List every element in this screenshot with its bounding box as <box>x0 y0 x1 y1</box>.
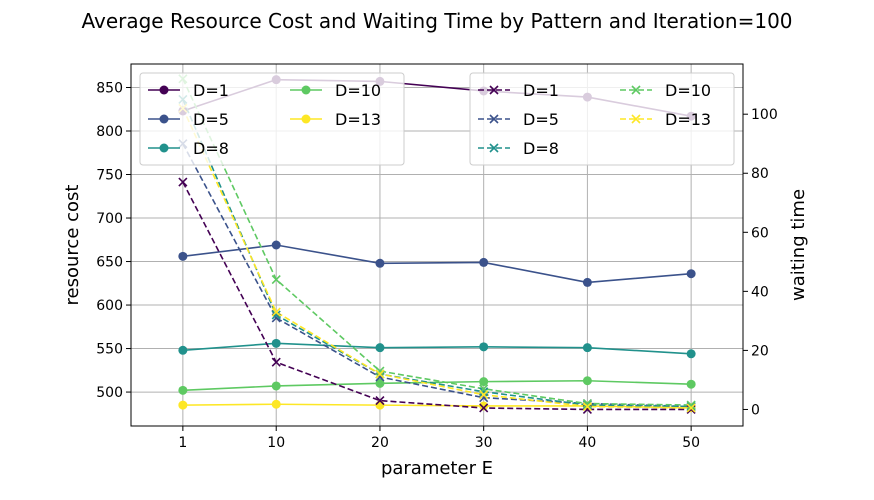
left-tick-label: 500 <box>96 385 123 401</box>
waiting-point-D=13 <box>271 307 281 317</box>
resource-point-D=5 <box>686 269 696 279</box>
waiting-point-D=13 <box>686 403 696 413</box>
waiting-point-D=10 <box>686 400 696 410</box>
waiting-point-D=8 <box>582 400 592 410</box>
resource-point-D=13 <box>271 399 281 409</box>
legend-label: D=10 <box>335 81 381 100</box>
left-axis-ticks: 500 550 600 650 700 750 800 850 <box>96 80 131 401</box>
left-tick-label: 700 <box>96 211 123 227</box>
legend-box <box>139 72 405 166</box>
legend-label: D=5 <box>193 110 229 129</box>
legend-swatch-marker <box>159 114 169 124</box>
resource-point-D=13 <box>479 401 489 411</box>
legend-swatch-marker <box>489 85 499 95</box>
waiting-point-D=10 <box>582 398 592 409</box>
resource-point-D=13 <box>375 400 385 410</box>
legend-swatch-marker <box>489 143 499 153</box>
waiting-point-D=8 <box>271 310 281 320</box>
legend-waiting-time: D=1 D=5 D=8 D=10 D=13 <box>469 72 735 166</box>
waiting-point-D=8 <box>479 387 489 397</box>
right-tick-label: 100 <box>751 107 778 123</box>
x-tick-label: 40 <box>578 435 596 451</box>
resource-point-D=5 <box>479 257 489 267</box>
legend-swatch-marker <box>631 85 641 95</box>
legend-swatch-marker <box>489 114 499 124</box>
x-tick-label: 1 <box>178 435 187 451</box>
legend-resource-cost: D=1 D=5 D=8 D=10 D=13 <box>139 72 405 166</box>
resource-point-D=10 <box>271 381 281 391</box>
waiting-point-D=8 <box>686 401 696 412</box>
left-axis-label: resource cost <box>62 185 83 306</box>
right-axis-label: waiting time <box>788 189 809 301</box>
left-tick-label: 550 <box>96 342 123 358</box>
legend-label: D=5 <box>523 110 559 129</box>
resource-point-D=8 <box>582 343 592 353</box>
x-tick-label: 30 <box>475 435 493 451</box>
right-tick-label: 40 <box>751 284 769 300</box>
resource-point-D=5 <box>582 277 592 287</box>
left-tick-label: 750 <box>96 168 123 184</box>
legend-label: D=8 <box>523 139 559 158</box>
resource-point-D=8 <box>178 345 188 355</box>
resource-point-D=13 <box>178 400 188 410</box>
legend-box <box>469 72 735 166</box>
waiting-line-D=13 <box>182 107 692 409</box>
chart-title: Average Resource Cost and Waiting Time b… <box>81 9 792 33</box>
right-tick-label: 80 <box>751 166 769 182</box>
waiting-point-D=13 <box>582 401 592 412</box>
resource-point-D=5 <box>271 240 281 250</box>
legend-label: D=8 <box>193 139 229 158</box>
x-tick-label: 50 <box>682 435 700 451</box>
waiting-point-D=1 <box>479 403 489 413</box>
resource-point-D=10 <box>375 378 385 388</box>
resource-line-D=10 <box>182 379 692 392</box>
legend-label: D=13 <box>335 110 381 129</box>
plot-frame <box>130 63 744 427</box>
legend-swatch-marker <box>301 85 311 95</box>
waiting-point-D=1 <box>375 396 385 406</box>
x-axis-label: parameter E <box>381 458 493 479</box>
legend-swatch-marker <box>631 114 641 124</box>
resource-point-D=8 <box>271 338 281 348</box>
waiting-line-D=8 <box>182 99 692 408</box>
resource-point-D=10 <box>178 385 188 395</box>
legend-label: D=1 <box>523 81 559 100</box>
right-tick-label: 60 <box>751 225 769 241</box>
x-tick-label: 10 <box>267 435 285 451</box>
legend-swatch-marker <box>159 85 169 95</box>
waiting-point-D=10 <box>375 366 385 376</box>
resource-point-D=10 <box>686 379 696 389</box>
left-tick-label: 650 <box>96 255 123 271</box>
resource-line-D=8 <box>182 342 692 355</box>
right-tick-label: 0 <box>751 402 760 418</box>
x-axis-ticks: 1 10 20 30 40 50 <box>178 426 700 451</box>
legend-label: D=1 <box>193 81 229 100</box>
legend-swatch-marker <box>159 143 169 153</box>
x-tick-label: 20 <box>371 435 389 451</box>
waiting-point-D=13 <box>375 369 385 379</box>
right-axis-ticks: 0 20 40 60 80 100 <box>743 107 778 418</box>
resource-point-D=10 <box>479 377 489 387</box>
left-tick-label: 800 <box>96 124 123 140</box>
waiting-point-D=10 <box>271 274 281 285</box>
resource-point-D=8 <box>479 342 489 352</box>
left-tick-label: 600 <box>96 298 123 314</box>
resource-point-D=10 <box>582 376 592 386</box>
waiting-line-D=1 <box>182 181 692 411</box>
resource-point-D=8 <box>686 349 696 359</box>
resource-point-D=8 <box>375 343 385 353</box>
waiting-point-D=1 <box>178 177 188 187</box>
legend-label: D=13 <box>665 110 711 129</box>
right-tick-label: 20 <box>751 343 769 359</box>
resource-point-D=5 <box>375 258 385 268</box>
waiting-point-D=1 <box>271 357 281 367</box>
waiting-line-D=10 <box>182 78 692 406</box>
legend-label: D=10 <box>665 81 711 100</box>
legend-swatch-marker <box>301 114 311 124</box>
resource-point-D=5 <box>178 251 188 261</box>
waiting-point-D=13 <box>479 390 489 400</box>
left-tick-label: 850 <box>96 80 123 96</box>
